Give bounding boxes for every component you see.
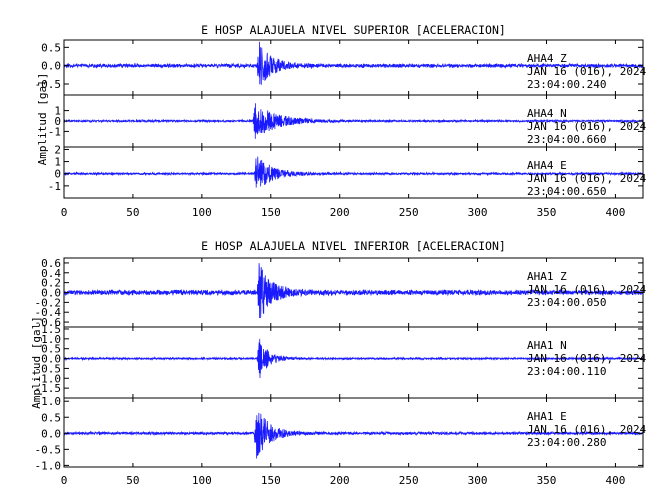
trace-time-label: 23:04:00.110 [527, 365, 606, 378]
y-tick-label: -0.4 [35, 306, 62, 319]
trace-time-label: 23:04:00.240 [527, 78, 606, 91]
chart-2: E HOSP ALAJUELA NIVEL INFERIOR [ACELERAC… [30, 239, 647, 487]
x-tick-label: 250 [399, 206, 419, 219]
trace-date-label: JAN 16 (016), 2024 [527, 172, 647, 185]
y-tick-label: 0.0 [41, 60, 61, 73]
y-tick-label: 1 [54, 156, 61, 169]
y-tick-label: 0 [54, 168, 61, 181]
trace-date-label: JAN 16 (016), 2024 [527, 120, 647, 133]
x-tick-label: 50 [126, 474, 139, 487]
x-tick-label: 300 [468, 206, 488, 219]
x-tick-label: 400 [605, 206, 625, 219]
x-tick-label: 0 [61, 206, 68, 219]
y-tick-label: 0 [54, 115, 61, 128]
y-tick-label: -1.5 [35, 382, 62, 395]
y-tick-label: -0.5 [35, 443, 62, 456]
panel-frame [63, 397, 644, 468]
waveform-trace [63, 41, 644, 85]
x-tick-label: 0 [61, 474, 68, 487]
y-tick-label: -0.5 [35, 362, 62, 375]
trace-station-label: AHA4 E [527, 159, 567, 172]
x-tick-label: 200 [330, 474, 350, 487]
y-tick-label: 0.4 [41, 267, 61, 280]
y-tick-label: 1.0 [41, 333, 61, 346]
x-tick-label: 100 [192, 206, 212, 219]
x-tick-label: 200 [330, 206, 350, 219]
trace-station-label: AHA1 N [527, 339, 567, 352]
chart-1: E HOSP ALAJUELA NIVEL SUPERIOR [ACELERAC… [35, 23, 647, 219]
y-tick-label: 2 [54, 143, 61, 156]
y-tick-label: 1.0 [41, 395, 61, 408]
y-tick-label: 0.5 [41, 411, 61, 424]
y-tick-label: -1.0 [35, 372, 62, 385]
y-tick-label: -0.6 [35, 316, 62, 329]
trace-time-label: 23:04:00.650 [527, 185, 606, 198]
trace-time-label: 23:04:00.660 [527, 133, 606, 146]
trace-time-label: 23:04:00.280 [527, 436, 606, 449]
y-tick-label: -1 [48, 125, 61, 138]
y-tick-label: 0.5 [41, 343, 61, 356]
x-tick-label: 150 [261, 206, 281, 219]
trace-date-label: JAN 16 (016), 2024 [527, 352, 647, 365]
trace-date-label: JAN 16 (016), 2024 [527, 423, 647, 436]
x-tick-label: 350 [537, 206, 557, 219]
x-tick-label: 150 [261, 474, 281, 487]
trace-date-label: JAN 16 (016), 2024 [527, 65, 647, 78]
chart-title: E HOSP ALAJUELA NIVEL INFERIOR [ACELERAC… [201, 239, 506, 253]
y-tick-label: 0.0 [41, 427, 61, 440]
trace-station-label: AHA1 E [527, 410, 567, 423]
y-tick-label: -0.5 [35, 78, 62, 91]
waveform-trace [63, 263, 644, 319]
trace-date-label: JAN 16 (016), 2024 [527, 283, 647, 296]
x-tick-label: 100 [192, 474, 212, 487]
x-tick-label: 50 [126, 206, 139, 219]
waveform-trace [63, 412, 644, 459]
y-tick-label: 1 [54, 105, 61, 118]
y-axis-label: Amplitud [gal] [30, 316, 43, 409]
waveform-trace [63, 338, 644, 379]
x-tick-label: 300 [468, 474, 488, 487]
trace-station-label: AHA1 Z [527, 270, 567, 283]
trace-station-label: AHA4 N [527, 107, 567, 120]
waveform-trace [63, 103, 644, 139]
x-tick-label: 250 [399, 474, 419, 487]
y-tick-label: 0.2 [41, 277, 61, 290]
y-tick-label: -1 [48, 180, 61, 193]
y-axis-label: Amplitud [gal] [36, 73, 49, 166]
y-tick-label: 0.0 [41, 353, 61, 366]
y-tick-label: -1.0 [35, 459, 62, 472]
trace-time-label: 23:04:00.050 [527, 296, 606, 309]
y-tick-label: 0.6 [41, 257, 61, 270]
y-tick-label: 1.5 [41, 323, 61, 336]
y-tick-label: 0.0 [41, 287, 61, 300]
x-tick-label: 400 [605, 474, 625, 487]
waveform-trace [63, 156, 644, 188]
y-tick-label: -0.2 [35, 296, 62, 309]
y-tick-label: 0.5 [41, 41, 61, 54]
trace-station-label: AHA4 Z [527, 52, 567, 65]
chart-title: E HOSP ALAJUELA NIVEL SUPERIOR [ACELERAC… [201, 23, 506, 37]
panel-frame [63, 146, 644, 199]
x-tick-label: 350 [537, 474, 557, 487]
